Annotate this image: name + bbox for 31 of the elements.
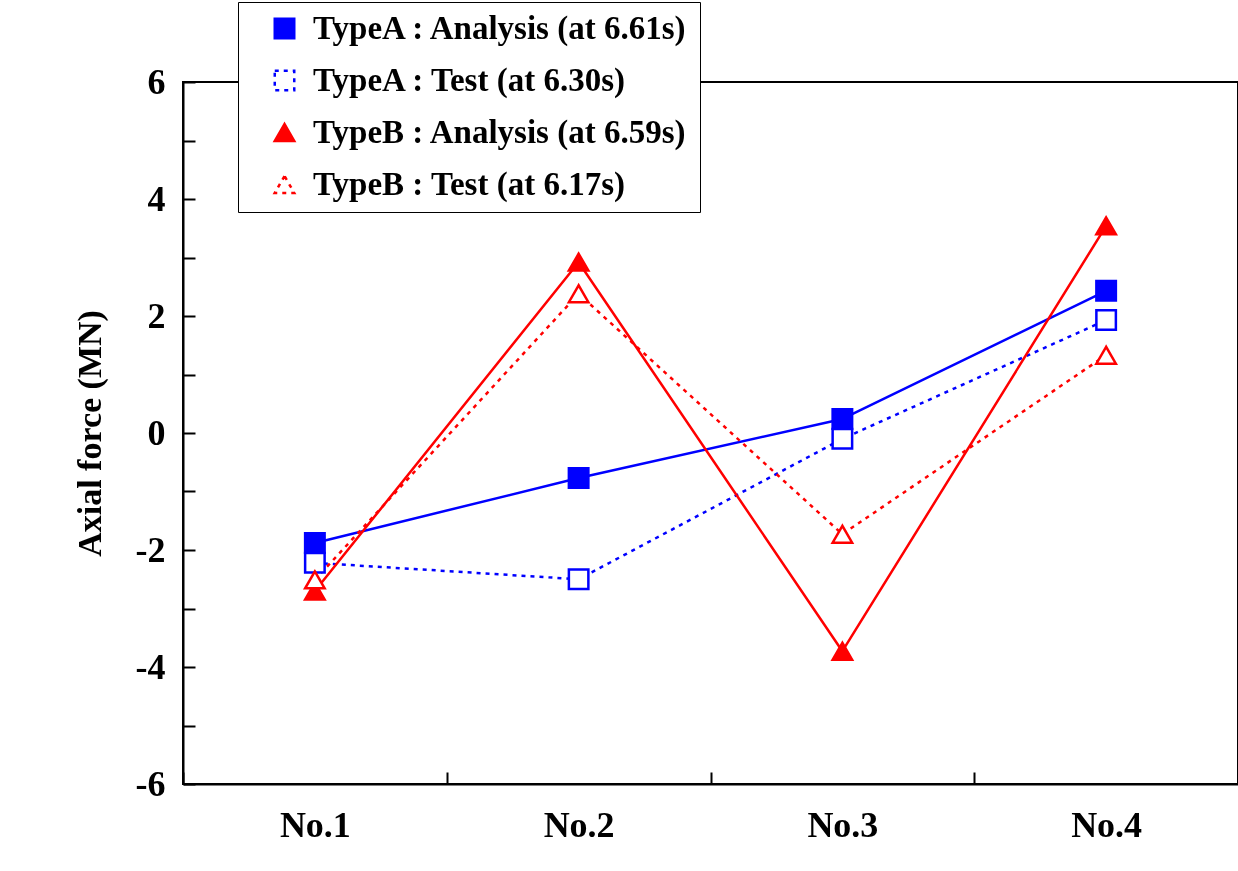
y-tick-label: 0 xyxy=(147,412,166,453)
legend-label: TypeB : Test (at 6.17s) xyxy=(313,165,625,203)
point xyxy=(831,407,854,430)
point xyxy=(1095,216,1118,236)
legend-label: TypeB : Analysis (at 6.59s) xyxy=(313,113,686,151)
y-tick-label: 4 xyxy=(147,178,166,219)
point xyxy=(831,427,854,450)
y-tick-label: -6 xyxy=(135,763,166,804)
y-tick-label: 6 xyxy=(147,61,166,102)
point xyxy=(567,252,590,272)
point xyxy=(831,524,854,544)
y-tick-label: -4 xyxy=(135,646,166,687)
x-tick-label: No.4 xyxy=(1071,804,1143,845)
point xyxy=(1095,309,1118,332)
point xyxy=(831,641,854,661)
point xyxy=(303,570,326,590)
point xyxy=(567,467,590,490)
point xyxy=(303,551,326,574)
y-tick-label: 2 xyxy=(147,295,166,336)
y-tick-label: -2 xyxy=(135,529,166,570)
legend-label: TypeA : Test (at 6.30s) xyxy=(313,61,625,99)
x-tick-label: No.2 xyxy=(543,804,615,845)
x-tick-label: No.3 xyxy=(807,804,879,845)
point xyxy=(567,284,590,304)
point xyxy=(1095,345,1118,365)
x-tick-label: No.1 xyxy=(279,804,351,845)
point xyxy=(303,531,326,554)
point xyxy=(1095,279,1118,302)
point xyxy=(567,568,590,591)
legend-label: TypeA : Analysis (at 6.61s) xyxy=(313,9,686,47)
y-axis-title: Axial force (MN) xyxy=(70,310,109,557)
